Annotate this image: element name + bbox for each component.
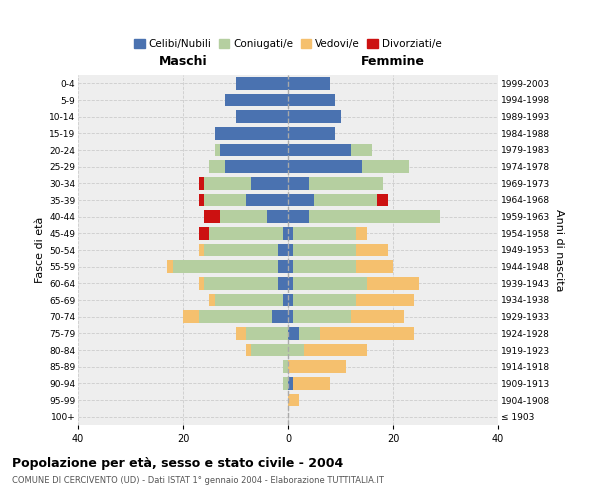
Bar [293,294,356,306]
Bar [293,277,367,289]
Bar [199,227,209,239]
Bar [288,94,335,106]
Bar [293,310,351,323]
Bar [167,260,173,273]
Bar [356,260,393,273]
Bar [288,294,293,306]
Bar [314,194,377,206]
Legend: Celibi/Nubili, Coniugati/e, Vedovi/e, Divorziati/e: Celibi/Nubili, Coniugati/e, Vedovi/e, Di… [130,34,446,53]
Bar [215,127,288,140]
Bar [288,210,309,223]
Bar [293,244,356,256]
Bar [272,310,288,323]
Bar [199,177,204,190]
Bar [309,210,440,223]
Bar [220,210,267,223]
Bar [361,160,409,173]
Y-axis label: Fasce di età: Fasce di età [35,217,45,283]
Bar [199,277,204,289]
Bar [199,194,204,206]
Bar [220,144,288,156]
Bar [288,77,330,90]
Bar [283,294,288,306]
Bar [304,344,367,356]
Bar [293,377,330,390]
Bar [288,260,293,273]
Bar [173,260,277,273]
Bar [215,144,220,156]
Bar [356,244,388,256]
Bar [356,227,367,239]
Text: Femmine: Femmine [361,56,425,68]
Bar [204,194,246,206]
Bar [283,377,288,390]
Text: Maschi: Maschi [158,56,208,68]
Bar [288,277,293,289]
Bar [277,244,288,256]
Bar [299,327,320,340]
Bar [288,360,346,373]
Bar [288,160,361,173]
Bar [288,344,304,356]
Bar [367,277,419,289]
Bar [320,327,414,340]
Bar [215,294,283,306]
Bar [288,194,314,206]
Bar [209,227,283,239]
Bar [377,194,388,206]
Bar [183,310,199,323]
Bar [225,94,288,106]
Text: Popolazione per età, sesso e stato civile - 2004: Popolazione per età, sesso e stato civil… [12,458,343,470]
Bar [288,244,293,256]
Bar [235,327,246,340]
Bar [351,144,372,156]
Bar [199,310,272,323]
Bar [288,394,299,406]
Y-axis label: Anni di nascita: Anni di nascita [554,208,564,291]
Bar [267,210,288,223]
Bar [204,210,220,223]
Bar [288,127,335,140]
Bar [246,327,288,340]
Bar [351,310,404,323]
Bar [251,177,288,190]
Bar [288,377,293,390]
Bar [293,260,356,273]
Bar [277,277,288,289]
Bar [225,160,288,173]
Bar [235,110,288,123]
Bar [288,310,293,323]
Bar [209,160,225,173]
Bar [309,177,383,190]
Bar [246,344,251,356]
Bar [288,144,351,156]
Bar [235,77,288,90]
Bar [293,227,356,239]
Bar [204,177,251,190]
Bar [204,244,277,256]
Bar [204,277,277,289]
Bar [246,194,288,206]
Bar [251,344,288,356]
Bar [283,227,288,239]
Bar [288,327,299,340]
Bar [199,244,204,256]
Bar [283,360,288,373]
Bar [288,227,293,239]
Bar [356,294,414,306]
Bar [209,294,215,306]
Bar [277,260,288,273]
Text: COMUNE DI CERCIVENTO (UD) - Dati ISTAT 1° gennaio 2004 - Elaborazione TUTTITALIA: COMUNE DI CERCIVENTO (UD) - Dati ISTAT 1… [12,476,384,485]
Bar [288,177,309,190]
Bar [288,110,341,123]
